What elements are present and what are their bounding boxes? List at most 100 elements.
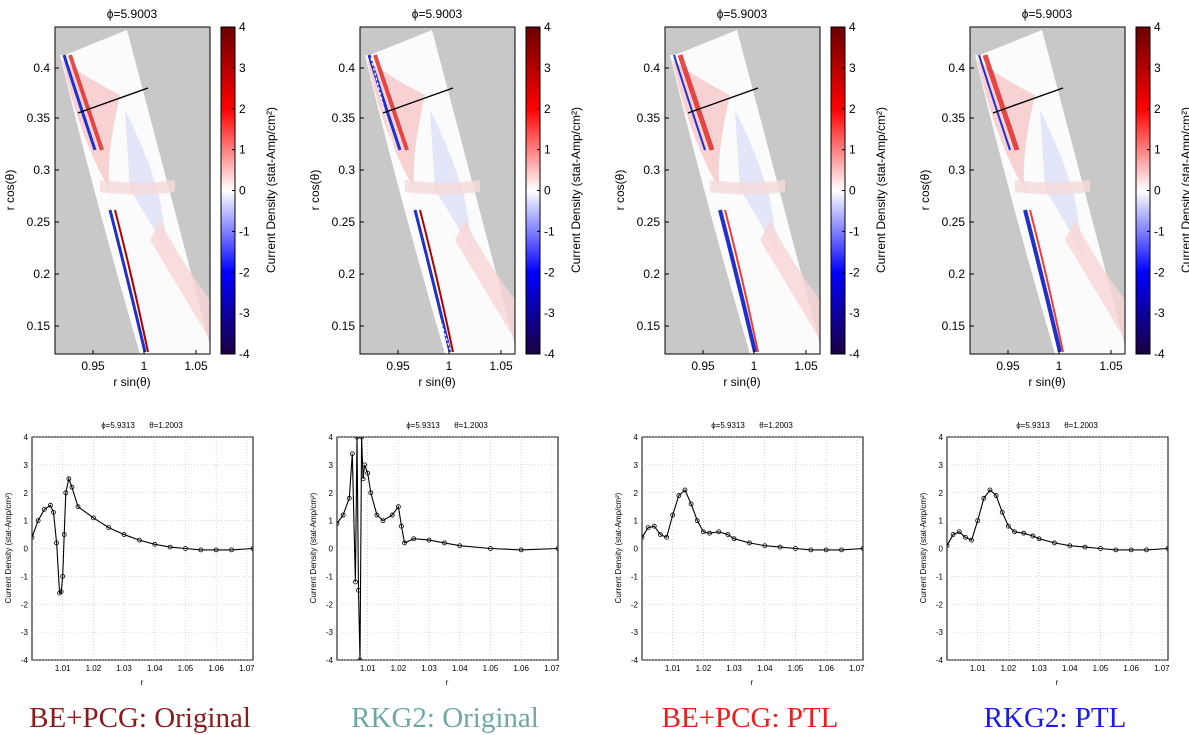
map-title: ϕ=5.9003 xyxy=(412,7,463,21)
map-band xyxy=(1015,180,1090,195)
line-ytick-label-4: 0 xyxy=(329,545,334,554)
map-frame xyxy=(664,26,821,355)
map-ytick-label-0: 0.15 xyxy=(332,319,356,333)
series-point xyxy=(969,537,974,543)
line-xtick-label-3: 1.04 xyxy=(147,664,163,673)
map-ytick-label-5: 0.4 xyxy=(948,61,965,75)
line-title-theta: θ=1.2003 xyxy=(149,421,183,430)
line-xtick-label-0: 1.01 xyxy=(360,664,376,673)
series-point xyxy=(1165,546,1168,551)
colorbar-label: Current Density (stat-Amp/cm²) xyxy=(264,107,278,273)
series-point xyxy=(368,490,374,496)
series-point xyxy=(950,532,956,537)
colorbar-tick-label-6: 2 xyxy=(544,102,551,116)
map-sheet-lower-blue xyxy=(108,209,147,353)
line-title-phi: ϕ=5.9313 xyxy=(101,421,135,430)
map-ytick-label-2: 0.25 xyxy=(27,215,51,229)
series-point xyxy=(106,525,112,530)
series-point xyxy=(183,546,188,551)
line-xtick-label-6: 1.07 xyxy=(239,664,255,673)
map-sheet-upper-red xyxy=(68,54,104,151)
map-ytick-label-2: 0.25 xyxy=(332,215,356,229)
map-ytick-label-2: 0.25 xyxy=(637,215,661,229)
series-point xyxy=(518,547,524,553)
colorbar-tick-label-2: -2 xyxy=(239,265,250,279)
line-ylabel: Current Density (stat-Amp/cm²) xyxy=(919,492,928,603)
map-region-red-2 xyxy=(150,220,210,340)
map-xtick-label-0: 0.95 xyxy=(386,359,410,373)
line-ytick-label-0: -4 xyxy=(631,656,639,665)
line-xlabel: r xyxy=(751,678,754,687)
line-title-phi: ϕ=5.9313 xyxy=(711,421,745,430)
map-region-red-2 xyxy=(455,220,515,340)
map-sheet-upper-blue xyxy=(673,54,706,151)
cut-line xyxy=(687,87,759,114)
colorbar-tick-label-7: 3 xyxy=(239,61,246,75)
map-ytick-label-3: 0.3 xyxy=(948,163,965,177)
colorbar-tick-label-5: 1 xyxy=(1154,143,1161,157)
series-point xyxy=(1030,533,1036,539)
line-title-theta: θ=1.2003 xyxy=(759,421,793,430)
series-point xyxy=(360,476,366,482)
series-point xyxy=(340,512,346,518)
series-point xyxy=(90,515,96,521)
series-point xyxy=(664,534,669,540)
line-ytick-label-6: 2 xyxy=(634,489,639,498)
series-point xyxy=(137,537,142,543)
line-ytick-label-4: 0 xyxy=(939,545,944,554)
series-point xyxy=(700,529,706,535)
line-xtick-label-5: 1.06 xyxy=(818,664,834,673)
series-point xyxy=(1052,540,1057,546)
map-band xyxy=(405,180,480,195)
colorbar-label: Current Density (stat-Amp/cm²) xyxy=(569,107,583,273)
line-ytick-label-6: 2 xyxy=(939,489,944,498)
series-point xyxy=(75,504,81,510)
series-point xyxy=(389,512,395,518)
map-sheet-upper-blue xyxy=(367,54,402,151)
map-ytick-label-3: 0.3 xyxy=(338,163,355,177)
map-xtick-label-2: 1.05 xyxy=(489,359,513,373)
colorbar-tick-label-0: -4 xyxy=(849,347,860,361)
series-point xyxy=(198,547,204,553)
column-label: BE+PCG: PTL xyxy=(662,702,839,734)
series-point xyxy=(676,493,682,498)
series-point xyxy=(48,502,53,508)
line-xtick-label-2: 1.03 xyxy=(726,664,742,673)
map-xtick-label-1: 1 xyxy=(141,359,148,373)
line-xtick-label-1: 1.02 xyxy=(86,664,102,673)
map-sheet-lower-red xyxy=(724,209,759,353)
map-xlabel: r sin(θ) xyxy=(418,375,455,389)
series-point xyxy=(457,543,463,549)
series-point xyxy=(356,587,361,593)
series-point xyxy=(725,532,731,537)
colorbar-tick-label-7: 3 xyxy=(1154,61,1161,75)
line-ytick-label-7: 3 xyxy=(24,461,29,470)
series-point xyxy=(411,536,417,542)
series-point xyxy=(51,509,56,515)
line-xtick-label-1: 1.02 xyxy=(1001,664,1017,673)
series-point xyxy=(357,657,363,660)
series-point xyxy=(354,437,360,440)
series-point xyxy=(823,547,829,553)
map-sheet-upper-red xyxy=(982,54,1020,151)
map-xlabel: r sin(θ) xyxy=(1028,375,1065,389)
map-xlabel: r sin(θ) xyxy=(723,375,760,389)
colorbar-tick-label-7: 3 xyxy=(849,61,856,75)
colorbar-tick-label-3: -1 xyxy=(1154,224,1165,238)
series-point xyxy=(359,437,364,440)
series-point xyxy=(963,534,968,540)
line-xtick-label-0: 1.01 xyxy=(665,664,681,673)
map-ytick-label-1: 0.2 xyxy=(338,267,355,281)
line-xtick-label-1: 1.02 xyxy=(391,664,407,673)
map-title: ϕ=5.9003 xyxy=(1022,7,1073,21)
map-xtick-label-0: 0.95 xyxy=(996,359,1020,373)
colorbar-tick-label-1: -3 xyxy=(1154,306,1165,320)
series-point xyxy=(402,540,407,546)
colorbar-tick-label-8: 4 xyxy=(1154,20,1161,34)
line-ytick-label-1: -3 xyxy=(326,628,334,637)
colorbar-tick-label-6: 2 xyxy=(1154,102,1161,116)
line-xtick-label-2: 1.03 xyxy=(1031,664,1047,673)
map-xtick-label-1: 1 xyxy=(751,359,758,373)
map-xtick-label-2: 1.05 xyxy=(184,359,208,373)
series-point xyxy=(488,546,493,551)
